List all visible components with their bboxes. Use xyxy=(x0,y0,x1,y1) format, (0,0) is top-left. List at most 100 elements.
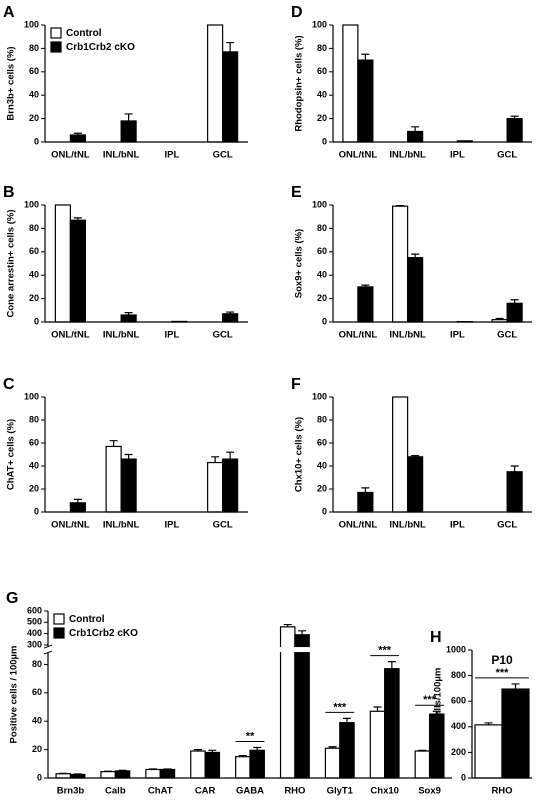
y-tick-label: 0 xyxy=(37,772,42,782)
x-tick-label: GCL xyxy=(213,520,233,531)
legend-label: Crb1Crb2 cKO xyxy=(66,42,135,53)
significance-label: *** xyxy=(423,694,437,706)
x-tick-label: GCL xyxy=(497,330,517,341)
x-tick-label: RHO xyxy=(284,786,305,797)
y-tick-label: 300 xyxy=(27,639,42,649)
bar xyxy=(145,768,161,779)
error-bar xyxy=(510,115,519,119)
y-tick-label: 0 xyxy=(322,506,327,516)
error-bar xyxy=(149,768,158,770)
bar xyxy=(100,771,116,779)
x-tick-label: IPL xyxy=(450,150,465,161)
panel-letter: F xyxy=(291,376,301,393)
panel: H Positive cells/100µm 0 200 400 600 800 1000 RH… xyxy=(430,629,532,797)
bar xyxy=(414,750,431,779)
x-tick-label: IPL xyxy=(450,520,465,531)
y-tick-label: 0 xyxy=(34,316,39,326)
x-tick-label: IPL xyxy=(164,330,179,341)
bar xyxy=(324,747,341,779)
x-tick-label: ONL/tNL xyxy=(339,520,378,531)
error-bar xyxy=(193,749,202,752)
bar xyxy=(392,396,409,513)
panel: B Cone arrestin+ cells (%) 0 20 40 60 80 100 ONL… xyxy=(3,184,248,341)
bar xyxy=(69,134,86,143)
error-bar xyxy=(387,660,396,669)
y-tick-label: 100 xyxy=(24,391,39,401)
bar xyxy=(357,491,374,513)
bar xyxy=(105,445,122,513)
error-bar xyxy=(418,749,427,752)
x-tick-label: GCL xyxy=(213,330,233,341)
y-tick-label: 80 xyxy=(32,659,42,669)
bar xyxy=(207,461,224,513)
x-tick-label: Calb xyxy=(105,786,126,797)
x-tick-label: RHO xyxy=(491,786,512,797)
chart-title: P10 xyxy=(491,653,513,667)
panel-letter: C xyxy=(3,376,15,393)
bar xyxy=(222,458,239,513)
bar xyxy=(120,458,137,513)
y-axis-label: Brn3b+ cells (%) xyxy=(6,46,17,120)
y-tick-label: 80 xyxy=(29,223,39,233)
bar xyxy=(55,773,72,779)
y-axis-label: Cone arrestin+ cells (%) xyxy=(6,210,17,318)
x-tick-label: ONL/tNL xyxy=(339,150,378,161)
y-tick-label: 60 xyxy=(317,437,327,447)
bar xyxy=(369,710,386,779)
error-bar xyxy=(396,204,405,207)
y-tick-label: 1000 xyxy=(446,644,466,654)
error-bar xyxy=(328,746,337,749)
axis-break-mark xyxy=(43,644,53,655)
panel: C ChAT+ cells (%) 0 20 40 60 80 100 ONL/tNL INL/b… xyxy=(3,376,248,531)
error-bar xyxy=(484,722,493,725)
legend-label: Control xyxy=(66,28,102,39)
y-tick-label: 100 xyxy=(24,19,39,29)
error-bar xyxy=(283,623,292,627)
significance-label: *** xyxy=(333,701,347,713)
bar xyxy=(357,286,374,323)
y-tick-label: 20 xyxy=(29,113,39,123)
significance-label: *** xyxy=(378,644,392,656)
error-bar xyxy=(226,311,235,314)
panel: F Chx10+ cells (%) 0 20 40 60 80 100 ONL/tNL INL/… xyxy=(291,376,532,531)
bar xyxy=(407,456,424,513)
bar xyxy=(407,257,424,323)
y-tick-label: 600 xyxy=(27,605,42,615)
y-axis-label: Positive cells/100µm xyxy=(433,668,444,761)
y-tick-label: 0 xyxy=(322,316,327,326)
y-tick-label: 40 xyxy=(32,716,42,726)
y-tick-label: 20 xyxy=(317,483,327,493)
error-bar xyxy=(73,132,82,135)
y-tick-label: 20 xyxy=(317,293,327,303)
panel-letter: E xyxy=(291,184,302,201)
x-tick-label: INL/bNL xyxy=(389,330,426,341)
x-tick-label: GCL xyxy=(497,150,517,161)
bar xyxy=(339,722,355,779)
panel-letter: B xyxy=(3,184,15,201)
error-bar xyxy=(432,710,441,715)
bar xyxy=(204,751,221,779)
bar xyxy=(506,471,523,513)
bar xyxy=(392,205,409,323)
y-tick-label: 80 xyxy=(317,414,327,424)
bar xyxy=(474,724,503,779)
y-tick-label: 800 xyxy=(451,670,466,680)
x-tick-label: ONL/tNL xyxy=(51,520,90,531)
x-tick-label: IPL xyxy=(164,520,179,531)
error-bar xyxy=(124,312,133,315)
x-tick-label: INL/bNL xyxy=(389,150,426,161)
error-bar xyxy=(510,465,519,472)
x-tick-label: INL/bNL xyxy=(103,520,140,531)
error-bar xyxy=(124,113,133,121)
error-bar xyxy=(238,754,247,757)
y-tick-label: 80 xyxy=(29,414,39,424)
y-axis-label: Rhodopsin+ cells (%) xyxy=(294,35,305,131)
y-tick-label: 60 xyxy=(29,246,39,256)
bar xyxy=(342,24,359,143)
y-tick-label: 0 xyxy=(322,136,327,146)
bar xyxy=(207,24,224,143)
bar xyxy=(506,117,523,143)
y-tick-label: 20 xyxy=(32,744,42,754)
y-tick-label: 0 xyxy=(34,506,39,516)
